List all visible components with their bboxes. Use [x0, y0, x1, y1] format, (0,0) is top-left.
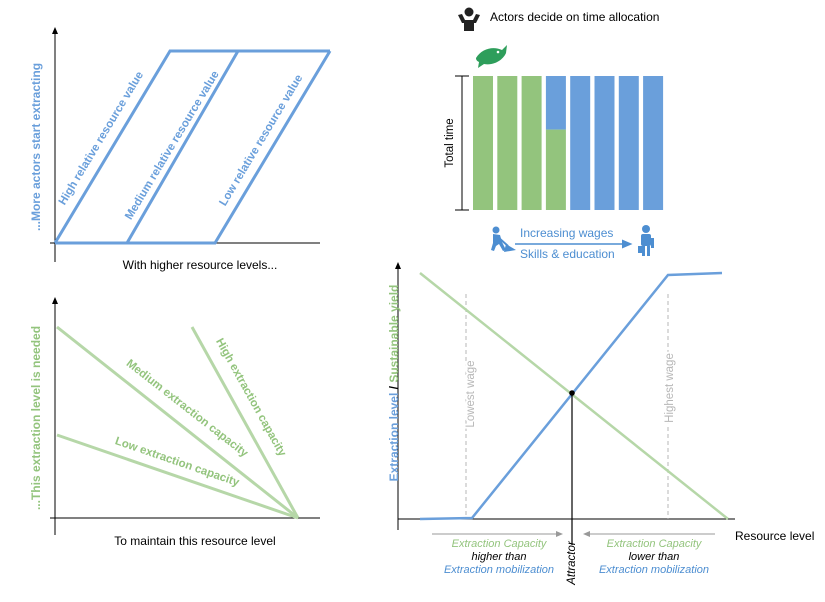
top-left-y-label: ...More actors start extracting	[29, 63, 43, 231]
fish-icon	[476, 45, 507, 68]
bottom-left-y-label: ...This extraction level is needed	[29, 326, 43, 510]
time-allocation-bars	[473, 76, 664, 210]
extraction-y-label: Extraction level / Sustainable yield	[387, 285, 401, 482]
medium-capacity-line	[56, 325, 299, 520]
bottom-right-panel: Lowest wage Highest wage Attractor Resou…	[387, 262, 814, 586]
bar-3-extraction-time	[521, 76, 542, 210]
highest-wage-label: Highest wage	[664, 353, 676, 423]
low-value-label: Low relative resource value	[217, 73, 305, 208]
high-capacity-line	[190, 326, 300, 519]
attractor-point	[569, 390, 575, 396]
increasing-wages-label: Increasing wages	[520, 226, 613, 240]
right-note-line1: Extraction Capacity	[607, 538, 703, 550]
left-note-line1: Extraction Capacity	[452, 538, 548, 550]
bar-4-extraction-time	[545, 129, 566, 210]
top-left-panel: ...More actors start extracting With hig…	[29, 27, 332, 272]
extraction-level-line	[419, 271, 723, 521]
bottom-left-panel: ...This extraction level is needed To ma…	[29, 297, 320, 548]
bar-5-job-time	[570, 76, 591, 210]
lowest-wage-label: Lowest wage	[465, 360, 477, 427]
y-label-separator: /	[387, 383, 401, 393]
sustainable-yield-line	[419, 272, 729, 520]
time-allocation-title: Actors decide on time allocation	[490, 10, 659, 24]
left-note-line3: Extraction mobilization	[444, 564, 554, 576]
medium-value-line	[55, 49, 330, 245]
attractor-label: Attractor	[566, 540, 578, 586]
top-left-x-label: With higher resource levels...	[123, 258, 278, 272]
bar-1-extraction-time	[473, 76, 493, 210]
left-note-line2: higher than	[471, 551, 526, 563]
right-note-line3: Extraction mobilization	[599, 564, 709, 576]
resource-level-label: Resource level	[735, 529, 814, 543]
bar-8-job-time	[643, 76, 664, 210]
low-value-line	[127, 50, 332, 245]
digging-worker-icon	[491, 226, 516, 252]
skills-education-label: Skills & education	[520, 247, 615, 261]
medium-value-label: Medium relative resource value	[123, 69, 222, 222]
y-label-yield: Sustainable yield	[387, 285, 401, 383]
bar-4-job-time	[545, 76, 566, 130]
bar-7-job-time	[618, 76, 639, 210]
low-capacity-line	[56, 433, 299, 520]
y-label-extraction: Extraction level	[387, 393, 401, 482]
bar-2-extraction-time	[497, 76, 518, 210]
total-time-label: Total time	[444, 118, 456, 167]
bar-6-job-time	[594, 76, 615, 210]
bottom-left-x-label: To maintain this resource level	[114, 534, 275, 548]
person-with-raised-hands-icon	[458, 7, 480, 31]
right-note-line2: lower than	[629, 551, 680, 563]
high-value-label: High relative resource value	[57, 70, 146, 208]
time-allocation-panel: Actors decide on time allocation Total t…	[444, 7, 664, 261]
professional-worker-icon	[638, 225, 654, 256]
high-value-line	[53, 49, 238, 244]
